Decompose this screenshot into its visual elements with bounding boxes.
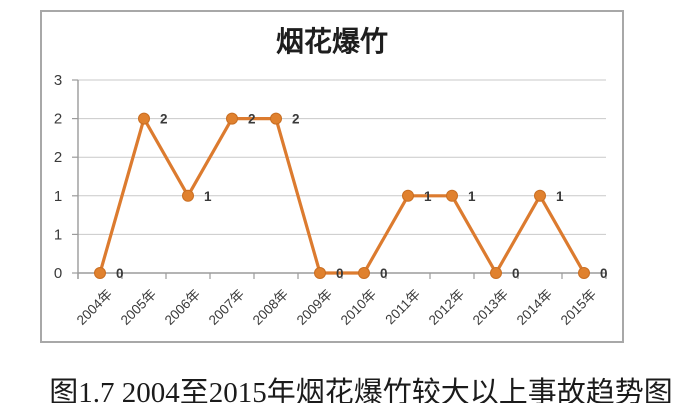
data-point-marker [402,189,414,202]
data-point-label: 1 [204,189,212,204]
data-point-label: 1 [468,189,476,204]
x-axis-tick-label: 2009年 [294,287,335,328]
data-point-marker [138,112,150,125]
data-point-marker [358,267,370,279]
data-point-label: 2 [160,112,168,127]
data-point-marker [270,112,282,125]
chart-container [40,10,624,343]
x-axis-tick-label: 2005年 [118,287,159,328]
chart-title: 烟花爆竹 [275,27,389,58]
data-point-label: 0 [336,266,344,281]
data-point-label: 2 [292,112,300,127]
x-axis-tick-label: 2006年 [162,287,203,328]
data-point-marker [226,112,238,125]
x-axis-tick-label: 2015年 [558,287,599,328]
y-axis-tick-label: 0 [54,265,62,282]
data-point-marker [446,189,458,202]
x-axis-tick-label: 2012年 [426,287,467,328]
y-axis-tick-label: 3 [54,72,62,89]
data-point-label: 0 [380,266,388,281]
data-point-label: 2 [248,112,256,127]
data-point-marker [314,267,326,279]
y-axis-tick-label: 2 [54,111,62,128]
data-point-label: 1 [424,189,432,204]
series-line [98,116,586,275]
x-axis-tick-label: 2008年 [250,287,291,328]
data-point-marker [578,267,590,279]
x-axis-tick-label: 2010年 [338,287,379,328]
figure-caption: 图1.7 2004至2015年烟花爆竹较大以上事故趋势图 [49,377,673,403]
y-axis-tick-label: 2 [54,149,62,166]
data-point-marker [534,189,546,202]
data-point-label: 1 [556,189,564,204]
data-point-label: 0 [116,266,124,281]
data-point-marker [182,189,194,202]
data-point-marker [490,267,502,279]
x-axis-tick-label: 2004年 [74,287,115,328]
x-axis-tick-label: 2007年 [206,287,247,328]
x-axis-tick-label: 2013年 [470,287,511,328]
data-point-marker [94,267,106,279]
data-point-label: 0 [512,266,520,281]
y-axis-tick-label: 1 [54,188,62,205]
data-point-label: 0 [600,266,608,281]
x-axis-tick-label: 2014年 [514,287,555,328]
x-axis-tick-label: 2011年 [382,287,423,328]
y-axis-tick-label: 1 [54,226,62,243]
